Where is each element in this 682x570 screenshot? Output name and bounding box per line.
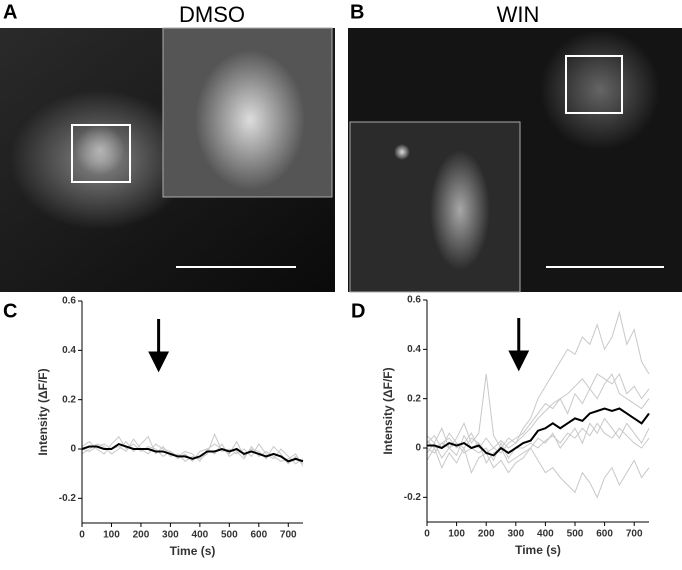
x-tick-label: 400 xyxy=(537,529,554,540)
x-axis-label: Time (s) xyxy=(170,544,216,558)
y-axis-label: Intensity (ΔF/F) xyxy=(36,368,50,455)
x-tick-label: 600 xyxy=(250,530,267,541)
y-tick-label: 0 xyxy=(415,443,421,454)
x-tick-label: 500 xyxy=(221,530,238,541)
trace-line xyxy=(426,372,650,454)
arrow xyxy=(148,319,170,373)
trace-line xyxy=(81,435,304,465)
y-tick-label: 0.6 xyxy=(62,296,76,307)
trace-line xyxy=(81,432,304,465)
x-tick-label: 500 xyxy=(567,529,584,540)
x-tick-label: 300 xyxy=(162,530,179,541)
x-tick-label: 600 xyxy=(596,529,613,540)
trace-line xyxy=(81,438,304,467)
mean-line xyxy=(427,407,650,457)
image-b xyxy=(348,28,682,293)
y-tick-label: 0.2 xyxy=(62,394,76,405)
x-tick-label: 0 xyxy=(424,529,430,540)
trace-line xyxy=(426,446,650,499)
panel-title: DMSO xyxy=(179,2,245,27)
mean-line xyxy=(81,442,304,463)
y-axis-label: Intensity (ΔF/F) xyxy=(381,367,395,454)
panel-label: C xyxy=(3,300,17,322)
y-tick-label: 0 xyxy=(70,444,76,455)
y-tick-label: 0.2 xyxy=(407,393,421,404)
trace-line xyxy=(426,417,650,464)
y-tick-label: -0.2 xyxy=(59,493,77,504)
y-tick-label: -0.2 xyxy=(404,492,422,503)
x-tick-label: 100 xyxy=(448,529,465,540)
x-tick-label: 100 xyxy=(103,530,120,541)
x-tick-label: 700 xyxy=(626,529,643,540)
y-tick-label: 0.4 xyxy=(62,345,76,356)
trace-line xyxy=(426,372,650,454)
x-tick-label: 400 xyxy=(192,530,209,541)
x-axis-label: Time (s) xyxy=(515,543,561,557)
y-tick-label: 0.4 xyxy=(407,344,421,355)
x-tick-label: 300 xyxy=(507,529,524,540)
panel-label: A xyxy=(3,1,17,23)
x-tick-label: 200 xyxy=(478,529,495,540)
y-tick-label: 0.6 xyxy=(407,295,421,306)
panel-label: D xyxy=(351,300,365,322)
trace-line xyxy=(426,422,650,462)
panel-title: WIN xyxy=(497,2,540,27)
panel-label: B xyxy=(350,1,364,23)
trace-line xyxy=(426,310,650,450)
image-a xyxy=(0,27,335,292)
x-tick-label: 200 xyxy=(133,530,150,541)
x-tick-label: 700 xyxy=(280,530,297,541)
x-tick-label: 0 xyxy=(79,530,85,541)
arrow xyxy=(508,318,530,372)
